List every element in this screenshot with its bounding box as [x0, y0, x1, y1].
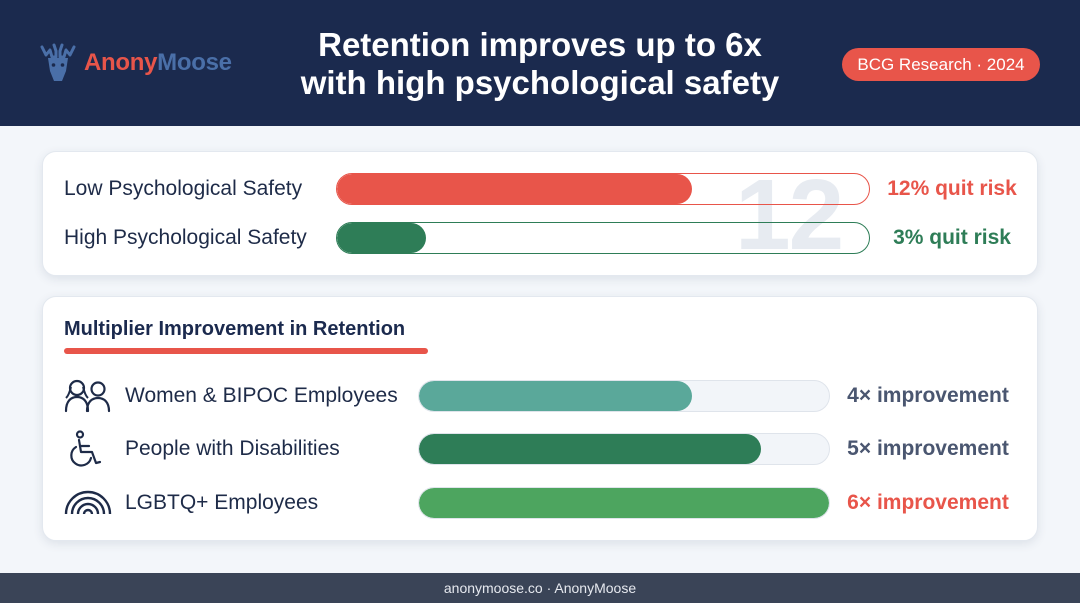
title-line-2: with high psychological safety: [300, 64, 780, 101]
improvement-value-label: 6× improvement: [847, 491, 1009, 514]
people-icon: [64, 379, 111, 413]
improvement-bar: [419, 381, 693, 411]
risk-bar: [337, 223, 426, 253]
logo-text: AnonyMoose: [84, 49, 232, 76]
improvement-bar-track: [418, 487, 830, 519]
risk-bar: [337, 174, 692, 204]
improvement-bar-track: [418, 380, 830, 412]
risk-category-label: Low Psychological Safety: [64, 177, 303, 200]
group-category-label: People with Disabilities: [125, 437, 340, 460]
multiplier-chart-title: Multiplier Improvement in Retention: [64, 318, 406, 340]
logo[interactable]: AnonyMoose: [38, 40, 232, 86]
title-underline: [64, 348, 428, 354]
page-title: Retention improves up to 6x with high ps…: [250, 26, 830, 102]
moose-icon: [40, 43, 76, 81]
rainbow-icon: [64, 490, 112, 515]
improvement-value-label: 5× improvement: [847, 437, 1009, 460]
improvement-bar-track: [418, 433, 830, 465]
risk-value-label: 12% quit risk: [887, 177, 1017, 200]
group-category-label: LGBTQ+ Employees: [125, 491, 319, 514]
improvement-bar: [419, 434, 761, 464]
risk-category-label: High Psychological Safety: [64, 226, 307, 249]
risk-bar-track: [336, 173, 870, 205]
wheelchair-icon: [70, 430, 102, 467]
quit-risk-card: [42, 151, 1038, 276]
footer: anonymoose.co · AnonyMoose: [0, 573, 1080, 603]
source-badge: BCG Research · 2024: [842, 48, 1040, 81]
risk-value-label: 3% quit risk: [893, 226, 1011, 249]
watermark-number: 12: [735, 159, 844, 271]
improvement-value-label: 4× improvement: [847, 384, 1009, 407]
improvement-bar: [419, 488, 829, 518]
risk-bar-track: [336, 222, 870, 254]
group-category-label: Women & BIPOC Employees: [125, 384, 398, 407]
title-line-1: Retention improves up to 6x: [318, 26, 762, 63]
header-bar: AnonyMoose Retention improves up to 6x w…: [0, 0, 1080, 126]
